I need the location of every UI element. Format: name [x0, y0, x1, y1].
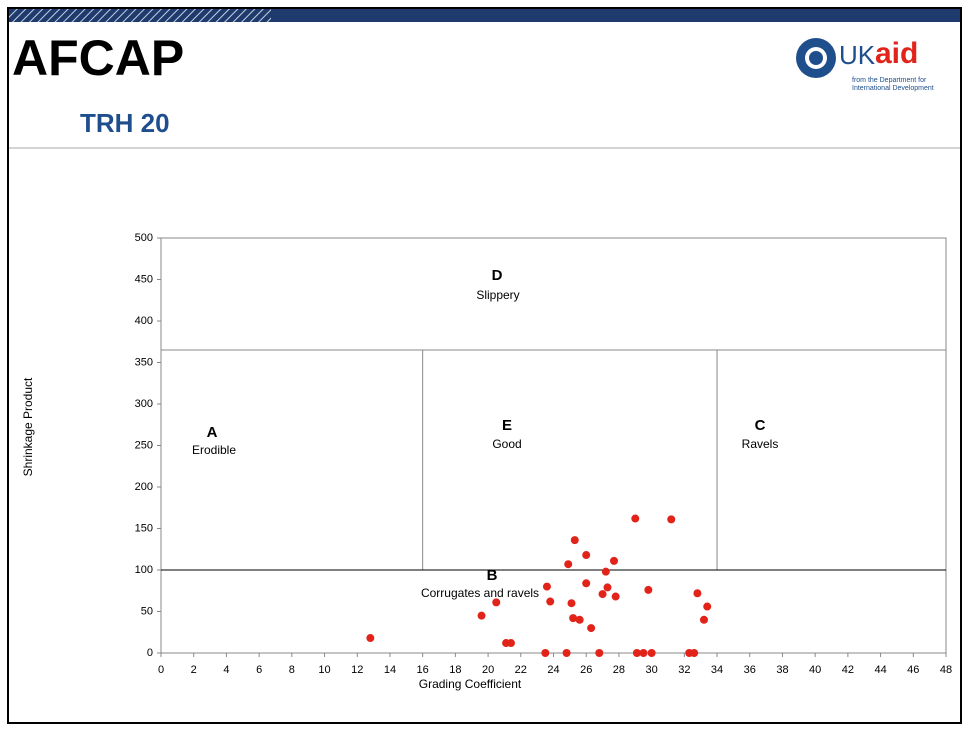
x-tick-label: 10 [318, 664, 330, 676]
point [647, 649, 656, 657]
y-tick-label: 350 [135, 356, 153, 368]
brand-line: International Development [852, 85, 934, 92]
x-tick-label: 36 [744, 664, 756, 676]
y-tick-label: 300 [135, 398, 153, 410]
y-axis-label: Shrinkage Product [21, 377, 35, 476]
x-tick-label: 26 [580, 664, 592, 676]
x-tick-label: 42 [842, 664, 854, 676]
x-tick-label: 38 [776, 664, 788, 676]
point [598, 590, 607, 599]
x-tick-label: 2 [191, 664, 197, 676]
brand-aid: aid [875, 37, 918, 70]
zone-letter: A [207, 424, 218, 441]
point [595, 649, 604, 657]
top-band-hatch [9, 9, 271, 22]
point [587, 624, 596, 633]
zone-label: Good [492, 437, 521, 451]
point [567, 599, 576, 608]
x-tick-label: 0 [158, 664, 164, 676]
zone-label: Ravels [742, 437, 779, 451]
x-tick-label: 14 [384, 664, 396, 676]
brand-uk: UK [839, 40, 876, 70]
zone-letter: E [502, 417, 512, 434]
y-tick-label: 500 [135, 232, 153, 244]
y-tick-label: 150 [135, 522, 153, 534]
y-tick-label: 250 [135, 439, 153, 451]
point [562, 649, 571, 657]
x-tick-label: 18 [449, 664, 461, 676]
x-tick-label: 48 [940, 664, 952, 676]
point [541, 649, 550, 657]
zone-label: Slippery [476, 288, 519, 302]
x-tick-label: 6 [256, 664, 262, 676]
x-tick-label: 46 [907, 664, 919, 676]
x-tick-label: 34 [711, 664, 723, 676]
zone-label: Corrugates and ravels [421, 586, 539, 600]
brand-line: from the Department for [852, 77, 927, 84]
point [582, 551, 591, 560]
point [611, 592, 620, 601]
y-tick-label: 50 [141, 605, 153, 617]
point [639, 649, 648, 657]
x-tick-label: 12 [351, 664, 363, 676]
point [644, 585, 653, 594]
x-axis-label: Grading Coefficient [419, 677, 522, 691]
crest [796, 38, 836, 78]
x-tick-label: 30 [646, 664, 658, 676]
point [603, 583, 612, 592]
point [582, 579, 591, 588]
point [690, 649, 699, 657]
point [506, 639, 515, 648]
y-tick-label: 100 [135, 564, 153, 576]
point [601, 567, 610, 576]
y-tick-label: 450 [135, 273, 153, 285]
point [610, 556, 619, 565]
zone-letter: D [492, 267, 503, 284]
point [667, 515, 676, 524]
x-tick-label: 20 [482, 664, 494, 676]
y-tick-label: 400 [135, 315, 153, 327]
y-tick-label: 0 [147, 647, 153, 659]
point [366, 634, 375, 643]
slide-frame [7, 7, 962, 724]
point [631, 514, 640, 523]
point [569, 614, 578, 623]
x-tick-label: 44 [874, 664, 886, 676]
zone-letter: B [487, 567, 498, 584]
x-tick-label: 22 [515, 664, 527, 676]
x-tick-label: 40 [809, 664, 821, 676]
point [703, 602, 712, 611]
point [492, 598, 501, 607]
x-tick-label: 28 [613, 664, 625, 676]
point [477, 611, 486, 620]
subtitle: TRH 20 [80, 108, 170, 138]
point [575, 615, 584, 624]
point [693, 589, 702, 598]
zone-label: Erodible [192, 443, 236, 457]
x-tick-label: 8 [289, 664, 295, 676]
point [699, 615, 708, 624]
point [542, 582, 551, 591]
logo: AFCAP [12, 30, 184, 86]
point [564, 560, 573, 569]
x-tick-label: 24 [547, 664, 559, 676]
y-tick-label: 200 [135, 481, 153, 493]
zone-letter: C [755, 417, 766, 434]
point [546, 597, 555, 606]
x-tick-label: 4 [223, 664, 229, 676]
x-tick-label: 16 [417, 664, 429, 676]
x-tick-label: 32 [678, 664, 690, 676]
point [570, 536, 579, 545]
point [632, 649, 641, 657]
